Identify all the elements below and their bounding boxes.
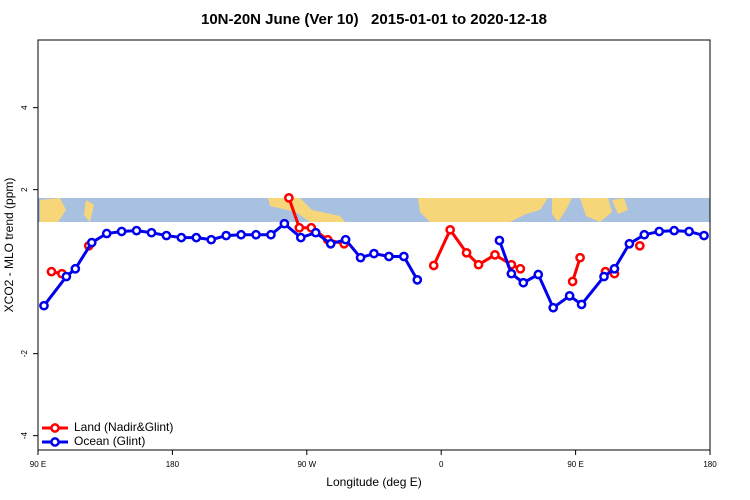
data-point bbox=[548, 302, 559, 313]
data-point bbox=[161, 230, 172, 241]
data-point bbox=[506, 268, 517, 279]
data-point bbox=[340, 234, 351, 245]
data-point bbox=[634, 240, 645, 251]
legend-label: Ocean (Glint) bbox=[74, 434, 145, 448]
data-point bbox=[609, 263, 620, 274]
x-axis-label: Longitude (deg E) bbox=[326, 475, 421, 489]
data-point bbox=[39, 300, 49, 311]
data-point bbox=[46, 266, 57, 277]
data-point bbox=[533, 269, 544, 280]
data-point bbox=[473, 259, 484, 270]
data-point bbox=[624, 238, 635, 249]
data-point bbox=[461, 247, 472, 258]
data-point bbox=[399, 251, 409, 262]
data-point bbox=[494, 235, 505, 246]
data-point bbox=[669, 225, 680, 236]
legend-marker bbox=[50, 437, 60, 447]
data-point bbox=[101, 228, 112, 239]
data-point bbox=[61, 271, 72, 282]
legend-marker bbox=[50, 423, 60, 433]
data-point bbox=[699, 230, 709, 241]
data-point bbox=[279, 218, 290, 229]
data-point bbox=[490, 249, 500, 260]
data-point bbox=[575, 252, 585, 263]
data-point bbox=[576, 299, 587, 310]
map-strip bbox=[38, 198, 710, 222]
y-tick-label: -2 bbox=[20, 350, 29, 358]
data-point bbox=[639, 229, 650, 240]
data-point bbox=[86, 237, 97, 248]
x-tick-label: 0 bbox=[439, 460, 444, 469]
data-point bbox=[146, 227, 157, 238]
data-point bbox=[369, 248, 379, 259]
chart-title: 10N-20N June (Ver 10) 2015-01-01 to 2020… bbox=[201, 11, 547, 28]
data-point bbox=[567, 276, 578, 287]
data-point bbox=[325, 238, 336, 249]
legend: Land (Nadir&Glint)Ocean (Glint) bbox=[42, 420, 173, 448]
data-point bbox=[654, 226, 665, 237]
data-point bbox=[176, 232, 187, 243]
data-point bbox=[116, 226, 127, 237]
legend-label: Land (Nadir&Glint) bbox=[74, 420, 173, 434]
data-point bbox=[310, 227, 321, 238]
data-point bbox=[684, 226, 694, 237]
x-tick-label: 180 bbox=[703, 460, 717, 469]
data-point bbox=[412, 275, 423, 285]
data-point bbox=[70, 263, 81, 274]
data-point bbox=[191, 232, 202, 243]
data-point bbox=[251, 229, 261, 240]
data-point bbox=[384, 251, 394, 262]
data-point bbox=[599, 271, 609, 282]
data-point bbox=[355, 252, 366, 263]
data-point bbox=[284, 193, 294, 203]
data-point bbox=[294, 222, 305, 233]
y-tick-label: 2 bbox=[20, 187, 29, 192]
data-point bbox=[236, 229, 246, 240]
x-tick-label: 90 W bbox=[297, 460, 316, 469]
data-point bbox=[206, 234, 217, 245]
y-axis-label: XCO2 - MLO trend (ppm) bbox=[2, 178, 16, 313]
x-tick-label: 180 bbox=[166, 460, 180, 469]
y-tick-label: 4 bbox=[20, 105, 29, 110]
x-tick-label: 90 E bbox=[30, 460, 46, 469]
data-point bbox=[445, 224, 456, 235]
data-point bbox=[221, 230, 232, 241]
plot-frame bbox=[37, 39, 711, 451]
data-point bbox=[564, 290, 575, 301]
data-point bbox=[131, 225, 142, 236]
data-point bbox=[428, 260, 439, 271]
data-point bbox=[515, 263, 526, 274]
data-point bbox=[266, 229, 276, 240]
data-point bbox=[518, 277, 529, 288]
data-point bbox=[295, 232, 306, 243]
y-tick-label: -4 bbox=[20, 432, 29, 440]
x-tick-label: 90 E bbox=[567, 460, 583, 469]
